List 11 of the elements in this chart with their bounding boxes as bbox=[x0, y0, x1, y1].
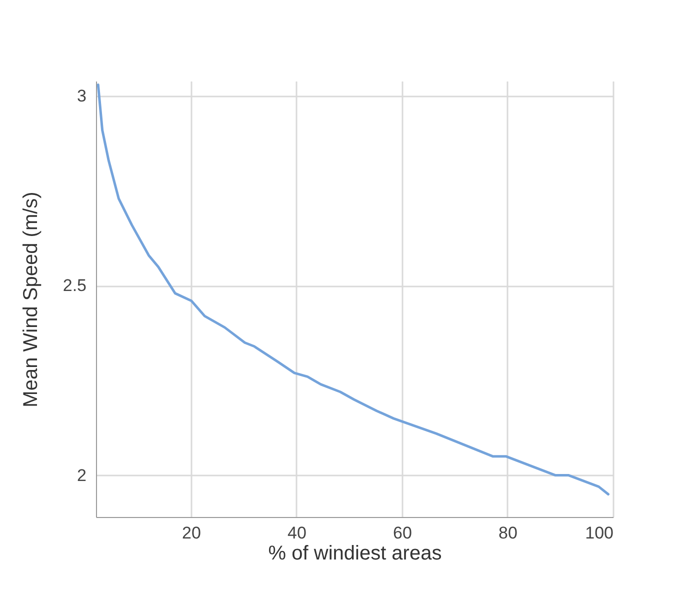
x-tick-label: 20 bbox=[182, 524, 201, 542]
x-tick-label: 40 bbox=[288, 524, 306, 542]
y-tick-label: 2.5 bbox=[62, 276, 86, 296]
y-tick-label: 2 bbox=[77, 466, 86, 485]
x-tick-label: 100 bbox=[585, 524, 614, 542]
x-axis-title: % of windiest areas bbox=[268, 542, 442, 564]
y-axis-title: Mean Wind Speed (m/s) bbox=[20, 192, 42, 408]
y-tick-label: 3 bbox=[77, 86, 86, 106]
x-tick-label: 60 bbox=[393, 524, 412, 542]
x-tick-label: 80 bbox=[498, 524, 518, 542]
line-series bbox=[96, 84, 610, 496]
